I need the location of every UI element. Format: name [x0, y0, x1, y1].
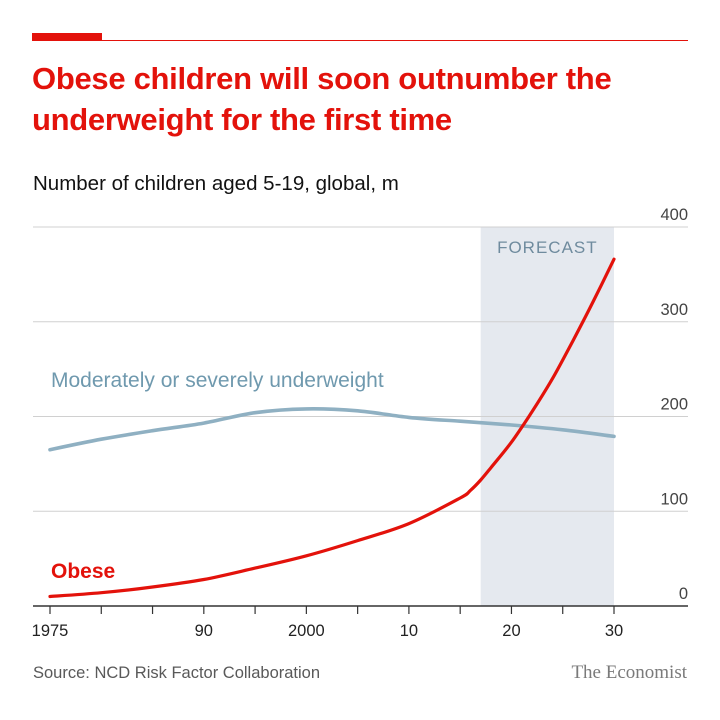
source-note: Source: NCD Risk Factor Collaboration — [33, 664, 321, 682]
series-label-underweight: Moderately or severely underweight — [51, 369, 384, 392]
x-tick-label: 90 — [195, 622, 213, 640]
x-tick-label: 1975 — [32, 622, 69, 640]
y-tick-label: 100 — [660, 490, 688, 508]
series-line-underweight — [48, 407, 616, 452]
y-tick-label: 300 — [660, 301, 688, 319]
x-tick-label: 2000 — [288, 622, 325, 640]
series-label-obese: Obese — [51, 560, 115, 583]
y-tick-label: 200 — [660, 396, 688, 414]
header-red-rule — [32, 40, 688, 41]
y-tick-label: 0 — [679, 585, 688, 603]
x-tick-label: 10 — [400, 622, 418, 640]
series-line-obese — [48, 257, 616, 599]
y-tick-label: 400 — [660, 206, 688, 224]
chart-subtitle: Number of children aged 5-19, global, m — [33, 172, 399, 195]
forecast-label: FORECAST — [497, 238, 598, 257]
chart-title: Obese children will soon outnumber the u… — [32, 61, 612, 137]
x-tick-label: 30 — [605, 622, 623, 640]
x-tick-label: 20 — [502, 622, 520, 640]
header-red-tag — [32, 33, 102, 41]
brand-logo: The Economist — [571, 662, 687, 683]
